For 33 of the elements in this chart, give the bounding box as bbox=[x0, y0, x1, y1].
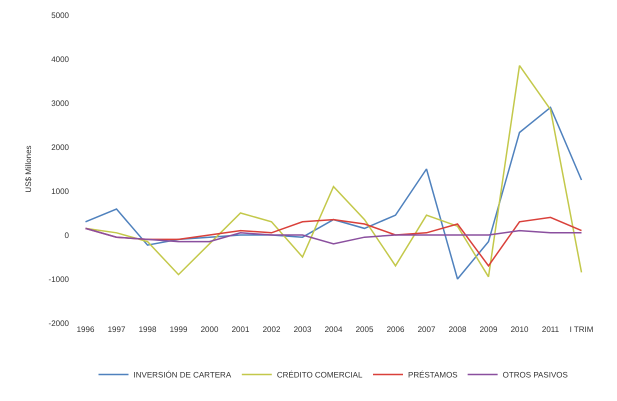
x-tick-label: 2005 bbox=[356, 325, 374, 334]
y-tick-label: 2000 bbox=[51, 142, 70, 152]
line-series bbox=[84, 228, 582, 245]
x-tick-label: 2004 bbox=[324, 325, 343, 334]
x-tick-label: 2001 bbox=[232, 325, 250, 334]
x-tick-label: 2011 bbox=[542, 325, 560, 334]
y-tick-label: 3000 bbox=[51, 98, 70, 108]
x-tick-label: 1998 bbox=[138, 325, 157, 334]
x-tick-label: 2007 bbox=[418, 325, 436, 334]
y-tick-label: 1000 bbox=[51, 186, 70, 196]
y-axis-title: US$ Millones bbox=[24, 145, 34, 193]
x-tick-label: 1997 bbox=[108, 325, 126, 334]
x-tick-label: 1996 bbox=[76, 325, 95, 334]
y-tick-label: -1000 bbox=[48, 274, 70, 284]
legend-label: INVERSIÓN DE CARTERA bbox=[134, 370, 232, 380]
y-tick-label: 0 bbox=[64, 230, 70, 240]
x-tick-label: 2010 bbox=[510, 325, 529, 334]
y-tick-label: 5000 bbox=[51, 10, 70, 20]
x-tick-label: 2002 bbox=[262, 325, 281, 334]
x-tick-label: 2003 bbox=[294, 325, 312, 334]
line-series bbox=[84, 64, 582, 278]
x-tick-label: 2009 bbox=[480, 325, 498, 334]
line-series bbox=[84, 106, 582, 280]
x-tick-label: 2006 bbox=[386, 325, 405, 334]
x-tick-label: 1999 bbox=[170, 325, 188, 334]
legend-label: OTROS PASIVOS bbox=[502, 370, 568, 380]
x-tick-label: 2008 bbox=[448, 325, 467, 334]
x-tick-label: I TRIM bbox=[570, 325, 594, 334]
x-tick-label: 2000 bbox=[200, 325, 219, 334]
legend-label: PRÉSTAMOS bbox=[408, 370, 458, 380]
legend-label: CRÉDITO COMERCIAL bbox=[276, 370, 364, 380]
y-tick-label: 4000 bbox=[51, 54, 70, 64]
y-tick-label: -2000 bbox=[48, 318, 70, 328]
